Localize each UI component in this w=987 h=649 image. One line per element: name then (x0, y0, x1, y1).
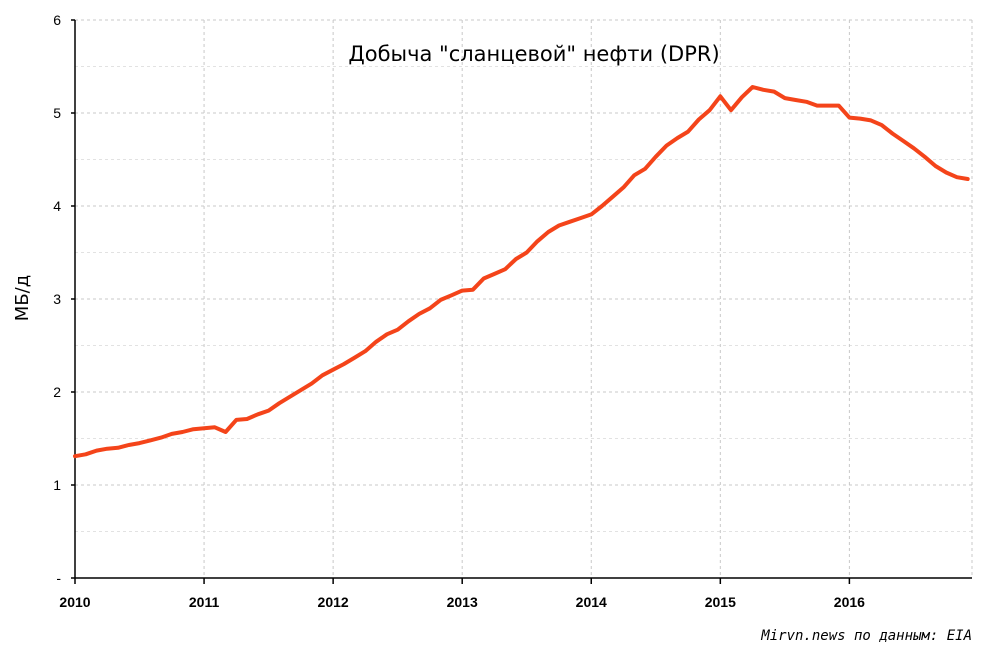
x-tick-label: 2015 (705, 594, 736, 610)
source-note: Mirvn.news по данным: EIA (760, 628, 972, 644)
chart-title: Добыча "сланцевой" нефти (DPR) (348, 42, 719, 66)
y-axis-label: МБ/д (12, 275, 33, 321)
y-tick-label: - (56, 570, 61, 586)
x-tick-label: 2013 (447, 594, 478, 610)
axes (71, 19, 972, 584)
series-line (73, 85, 970, 459)
x-tick-label: 2016 (834, 594, 865, 610)
x-tick-label: 2014 (576, 594, 607, 610)
x-tick-label: 2011 (189, 594, 220, 610)
y-tick-label: 5 (53, 105, 61, 121)
y-tick-labels: - 1 2 3 4 5 6 (53, 12, 61, 586)
y-tick-label: 2 (53, 384, 61, 400)
x-tick-labels: 2010 2011 2012 2013 2014 2015 2016 (59, 594, 865, 610)
y-tick-label: 3 (53, 291, 61, 307)
y-tick-label: 4 (53, 198, 61, 214)
y-tick-label: 6 (53, 12, 61, 28)
x-tick-label: 2010 (59, 594, 90, 610)
grid-lines (75, 19, 973, 578)
y-tick-label: 1 (53, 477, 61, 493)
x-tick-label: 2012 (318, 594, 349, 610)
